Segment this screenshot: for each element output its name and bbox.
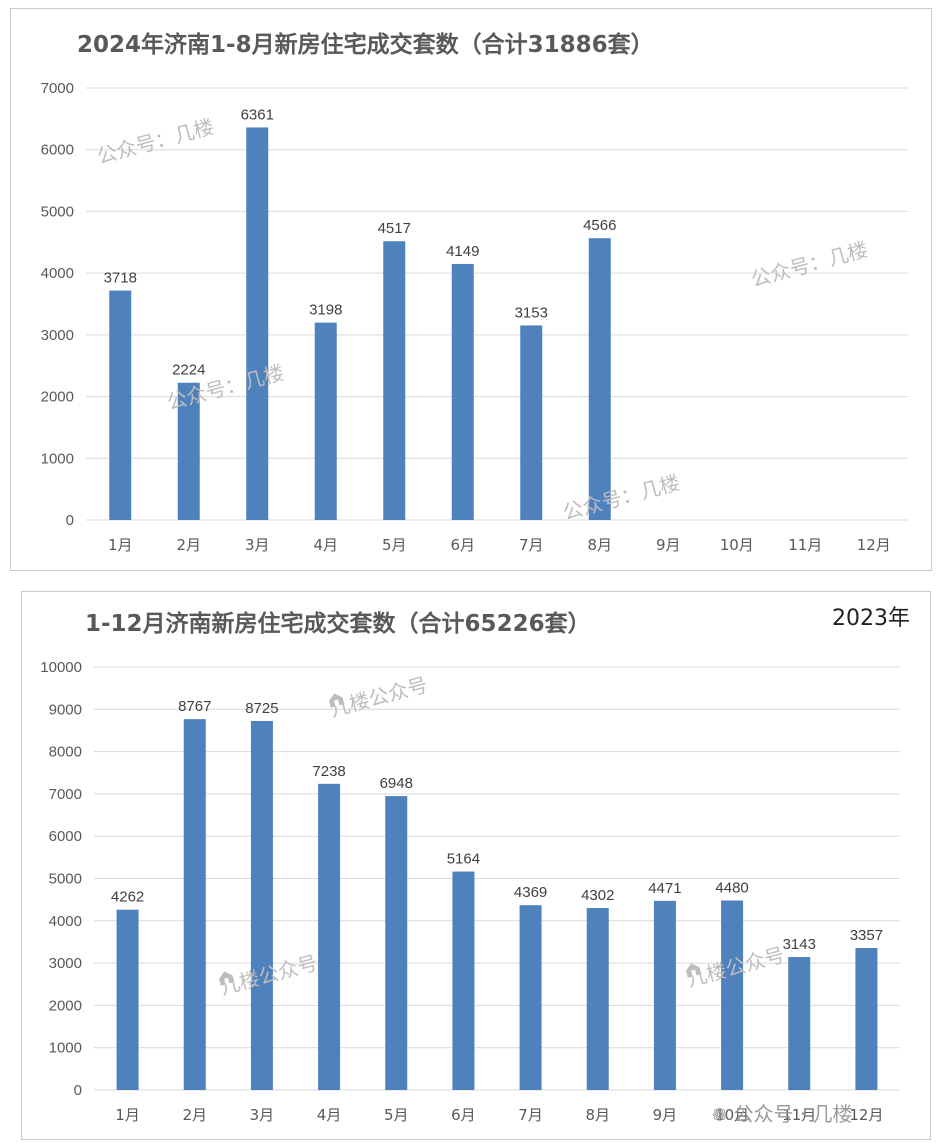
- data-label: 4480: [715, 879, 748, 896]
- y-tick-label: 2000: [41, 389, 74, 406]
- y-tick-label: 6000: [41, 142, 74, 159]
- bar: [183, 719, 206, 1090]
- x-tick-label: 8月: [585, 1106, 610, 1124]
- data-label: 3153: [515, 304, 548, 321]
- house-logo-icon: [329, 693, 345, 708]
- data-label: 8767: [178, 698, 211, 715]
- bar-chart-2024: 0 1000 2000 3000 4000 5000 6000 7000 1月 3718 2月 222…: [41, 80, 908, 554]
- x-tick-label: 7月: [518, 1106, 543, 1124]
- data-label: 4302: [581, 887, 614, 904]
- chart-panel-2024: 2024年济南1-8月新房住宅成交套数（合计31886套） 0 1000 2000 3…: [10, 8, 932, 571]
- x-tick-label: 9月: [656, 536, 681, 554]
- bar: [246, 127, 269, 520]
- data-label: 6948: [380, 775, 413, 792]
- house-logo-icon: [686, 963, 702, 978]
- y-tick-label: 10000: [40, 659, 82, 676]
- watermark-text: 几楼公众号: [684, 942, 788, 992]
- year-tag: 2023年: [832, 606, 910, 631]
- bar: [855, 947, 878, 1090]
- bar: [451, 263, 474, 520]
- y-tick-label: 6000: [49, 828, 82, 845]
- data-label: 4566: [583, 217, 616, 234]
- y-tick-label: 8000: [49, 744, 82, 761]
- chart-panel-2023: 1-12月济南新房住宅成交套数（合计65226套） 2023年 0 1000 200…: [21, 591, 931, 1140]
- y-tick-label: 0: [66, 512, 74, 529]
- chart-title: 1-12月济南新房住宅成交套数（合计65226套）: [85, 611, 591, 637]
- bar: [109, 290, 132, 520]
- data-label: 3143: [783, 936, 816, 953]
- watermark-text: ❁ 公众号 · 几楼: [712, 1102, 853, 1126]
- data-label: 4262: [111, 889, 144, 906]
- bar: [385, 796, 408, 1090]
- x-tick-label: 8月: [587, 536, 612, 554]
- bar: [519, 905, 542, 1090]
- x-tick-label: 3月: [250, 1106, 275, 1124]
- bar: [653, 900, 676, 1090]
- y-tick-label: 4000: [41, 265, 74, 282]
- x-tick-label: 1月: [115, 1106, 140, 1124]
- watermark-text: 几楼公众号: [217, 950, 321, 1000]
- x-tick-label: 6月: [451, 1106, 476, 1124]
- data-label: 4517: [378, 220, 411, 237]
- data-label: 3198: [309, 302, 342, 319]
- data-label: 7238: [312, 763, 345, 780]
- data-label: 4149: [446, 243, 479, 260]
- x-tick-label: 1月: [108, 536, 133, 554]
- x-tick-label: 10月: [715, 1106, 749, 1124]
- data-label: 4369: [514, 884, 547, 901]
- y-tick-label: 9000: [49, 701, 82, 718]
- x-tick-label: 2月: [176, 536, 201, 554]
- y-tick-label: 2000: [49, 997, 82, 1014]
- bar: [452, 871, 475, 1090]
- x-tick-label: 11月: [782, 1106, 816, 1124]
- x-tick-label: 7月: [519, 536, 544, 554]
- y-tick-label: 5000: [41, 203, 74, 220]
- x-tick-label: 6月: [450, 536, 475, 554]
- x-tick-label: 12月: [857, 536, 891, 554]
- data-label: 2224: [172, 362, 205, 379]
- bar: [588, 238, 611, 520]
- data-label: 4471: [648, 880, 681, 897]
- bar: [250, 720, 273, 1090]
- y-tick-label: 1000: [49, 1040, 82, 1057]
- chart-title: 2024年济南1-8月新房住宅成交套数（合计31886套）: [77, 32, 654, 58]
- bar: [314, 322, 337, 520]
- x-tick-label: 2月: [182, 1106, 207, 1124]
- y-tick-label: 3000: [49, 955, 82, 972]
- x-tick-label: 12月: [849, 1106, 883, 1124]
- x-tick-label: 5月: [382, 536, 407, 554]
- bar-chart-2023: 0 1000 2000 3000 4000 5000 6000 7000 8000 9000 100…: [40, 659, 900, 1124]
- bar: [116, 909, 139, 1090]
- bar: [586, 908, 609, 1090]
- bar: [318, 783, 341, 1090]
- x-tick-label: 11月: [788, 536, 822, 554]
- house-logo-icon: [219, 971, 235, 986]
- data-label: 5164: [447, 851, 480, 868]
- wechat-icon: ❁: [712, 1105, 728, 1126]
- x-tick-label: 5月: [384, 1106, 409, 1124]
- y-tick-label: 1000: [41, 450, 74, 467]
- data-label: 6361: [241, 106, 274, 123]
- y-tick-label: 7000: [49, 786, 82, 803]
- x-tick-label: 3月: [245, 536, 270, 554]
- x-tick-label: 4月: [317, 1106, 342, 1124]
- bar: [177, 382, 200, 520]
- bar: [520, 325, 543, 520]
- x-tick-label: 10月: [720, 536, 754, 554]
- bar: [788, 957, 811, 1090]
- data-label: 8725: [245, 700, 278, 717]
- y-tick-label: 3000: [41, 327, 74, 344]
- bar: [721, 900, 744, 1090]
- y-tick-label: 0: [74, 1082, 82, 1099]
- data-label: 3357: [850, 927, 883, 944]
- data-label: 3718: [104, 270, 137, 287]
- bar: [383, 241, 406, 520]
- y-tick-label: 7000: [41, 80, 74, 97]
- x-tick-label: 9月: [653, 1106, 678, 1124]
- y-tick-label: 5000: [49, 871, 82, 888]
- y-tick-label: 4000: [49, 913, 82, 930]
- watermark-text: 几楼公众号: [327, 672, 431, 722]
- x-tick-label: 4月: [313, 536, 338, 554]
